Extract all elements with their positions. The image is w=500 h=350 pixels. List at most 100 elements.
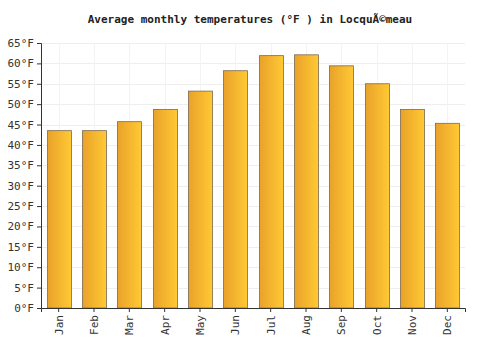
tick-mark [58, 308, 59, 312]
tick-mark [164, 308, 165, 312]
tick-mark [37, 104, 41, 105]
tick: 35°F [8, 159, 42, 172]
tick-mark [37, 206, 41, 207]
tick-label: May [194, 315, 207, 335]
tick-label: 55°F [8, 78, 35, 91]
tick: 15°F [8, 241, 42, 254]
tick-label: 20°F [8, 220, 35, 233]
tick-label: 10°F [8, 261, 35, 274]
tick-mark [129, 308, 130, 312]
tick: 50°F [8, 98, 42, 111]
tick-label: Sep [335, 315, 348, 335]
bar [224, 71, 248, 308]
bar [83, 131, 107, 308]
bar [48, 131, 72, 308]
tick: 45°F [8, 119, 42, 132]
tick-label: 0°F [14, 302, 34, 315]
tick: Feb [88, 308, 101, 335]
tick: 25°F [8, 200, 42, 213]
tick: Mar [123, 308, 136, 335]
grid-line [41, 63, 465, 64]
grid-line [41, 104, 465, 105]
tick-mark [447, 308, 448, 312]
tick-mark [37, 247, 41, 248]
tick: 40°F [8, 139, 42, 152]
tick-label: 65°F [8, 37, 35, 50]
tick-mark [412, 308, 413, 312]
bar [330, 66, 354, 308]
tick: Apr [159, 308, 172, 335]
tick-mark [37, 288, 41, 289]
plot: 0°F 5°F 10°F 15°F 20°F 25°F 30°F 35°F 40°F 45°F 50… [8, 37, 466, 335]
tick-label: 15°F [8, 241, 35, 254]
x-axis: Jan Feb Mar Apr May Jun Jul Aug Sep Oct Nov Dec [42, 308, 466, 335]
tick: Oct [371, 308, 384, 335]
tick-label: 5°F [14, 282, 34, 295]
tick-mark [270, 308, 271, 312]
grid-line [41, 43, 465, 44]
y-axis: 0°F 5°F 10°F 15°F 20°F 25°F 30°F 35°F 40°F 45°F 50… [8, 37, 42, 315]
tick-label: Oct [371, 315, 384, 335]
tick-mark [235, 308, 236, 312]
bar [189, 91, 213, 308]
tick-label: Jan [53, 315, 66, 335]
tick-mark [37, 186, 41, 187]
tick: Jul [265, 308, 278, 335]
tick: Jan [53, 308, 66, 335]
tick-mark [37, 125, 41, 126]
bar [295, 55, 319, 308]
bars [48, 55, 460, 308]
tick-label: Feb [88, 315, 101, 335]
tick-mark [94, 308, 95, 312]
tick: 60°F [8, 57, 42, 70]
tick-label: Aug [300, 315, 313, 335]
tick-label: 50°F [8, 98, 35, 111]
tick-label: 45°F [8, 119, 35, 132]
tick-mark [37, 308, 41, 309]
tick-mark [37, 43, 41, 44]
tick: 10°F [8, 261, 42, 274]
tick: 20°F [8, 220, 42, 233]
tick-label: 30°F [8, 180, 35, 193]
tick-mark [376, 308, 377, 312]
tick-mark [37, 84, 41, 85]
tick-label: 40°F [8, 139, 35, 152]
tick-label: Nov [406, 315, 419, 335]
tick-mark [37, 165, 41, 166]
tick: Sep [335, 308, 348, 335]
bar [401, 109, 425, 308]
tick: 65°F [8, 37, 42, 50]
axis-line [42, 309, 466, 313]
tick: Aug [300, 308, 313, 335]
tick-label: 60°F [8, 57, 35, 70]
tick-mark [306, 308, 307, 312]
tick: May [194, 308, 207, 335]
tick: 0°F [14, 302, 41, 315]
tick: Dec [441, 308, 454, 335]
tick-label: Jun [229, 315, 242, 335]
tick-mark [200, 308, 201, 312]
tick-mark [341, 308, 342, 312]
bar [436, 123, 460, 308]
chart: 0°F 5°F 10°F 15°F 20°F 25°F 30°F 35°F 40°F 45°F 50… [0, 0, 500, 350]
bar [366, 84, 390, 308]
tick: Jun [229, 308, 242, 335]
title: Average monthly temperatures (°F ) in Lo… [88, 13, 413, 26]
tick-label: 35°F [8, 159, 35, 172]
grid-line [41, 84, 465, 85]
tick-label: Dec [441, 315, 454, 335]
tick: 55°F [8, 78, 42, 91]
axis-line [37, 44, 42, 309]
tick-mark [37, 145, 41, 146]
bar [118, 122, 142, 308]
tick-label: Jul [265, 315, 278, 335]
tick-label: Apr [159, 315, 172, 335]
tick-mark [37, 63, 41, 64]
tick-mark [37, 226, 41, 227]
tick-mark [37, 267, 41, 268]
bar [260, 56, 284, 308]
tick-label: 25°F [8, 200, 35, 213]
tick: 5°F [14, 282, 41, 295]
bar [154, 109, 178, 308]
grid [41, 43, 465, 309]
